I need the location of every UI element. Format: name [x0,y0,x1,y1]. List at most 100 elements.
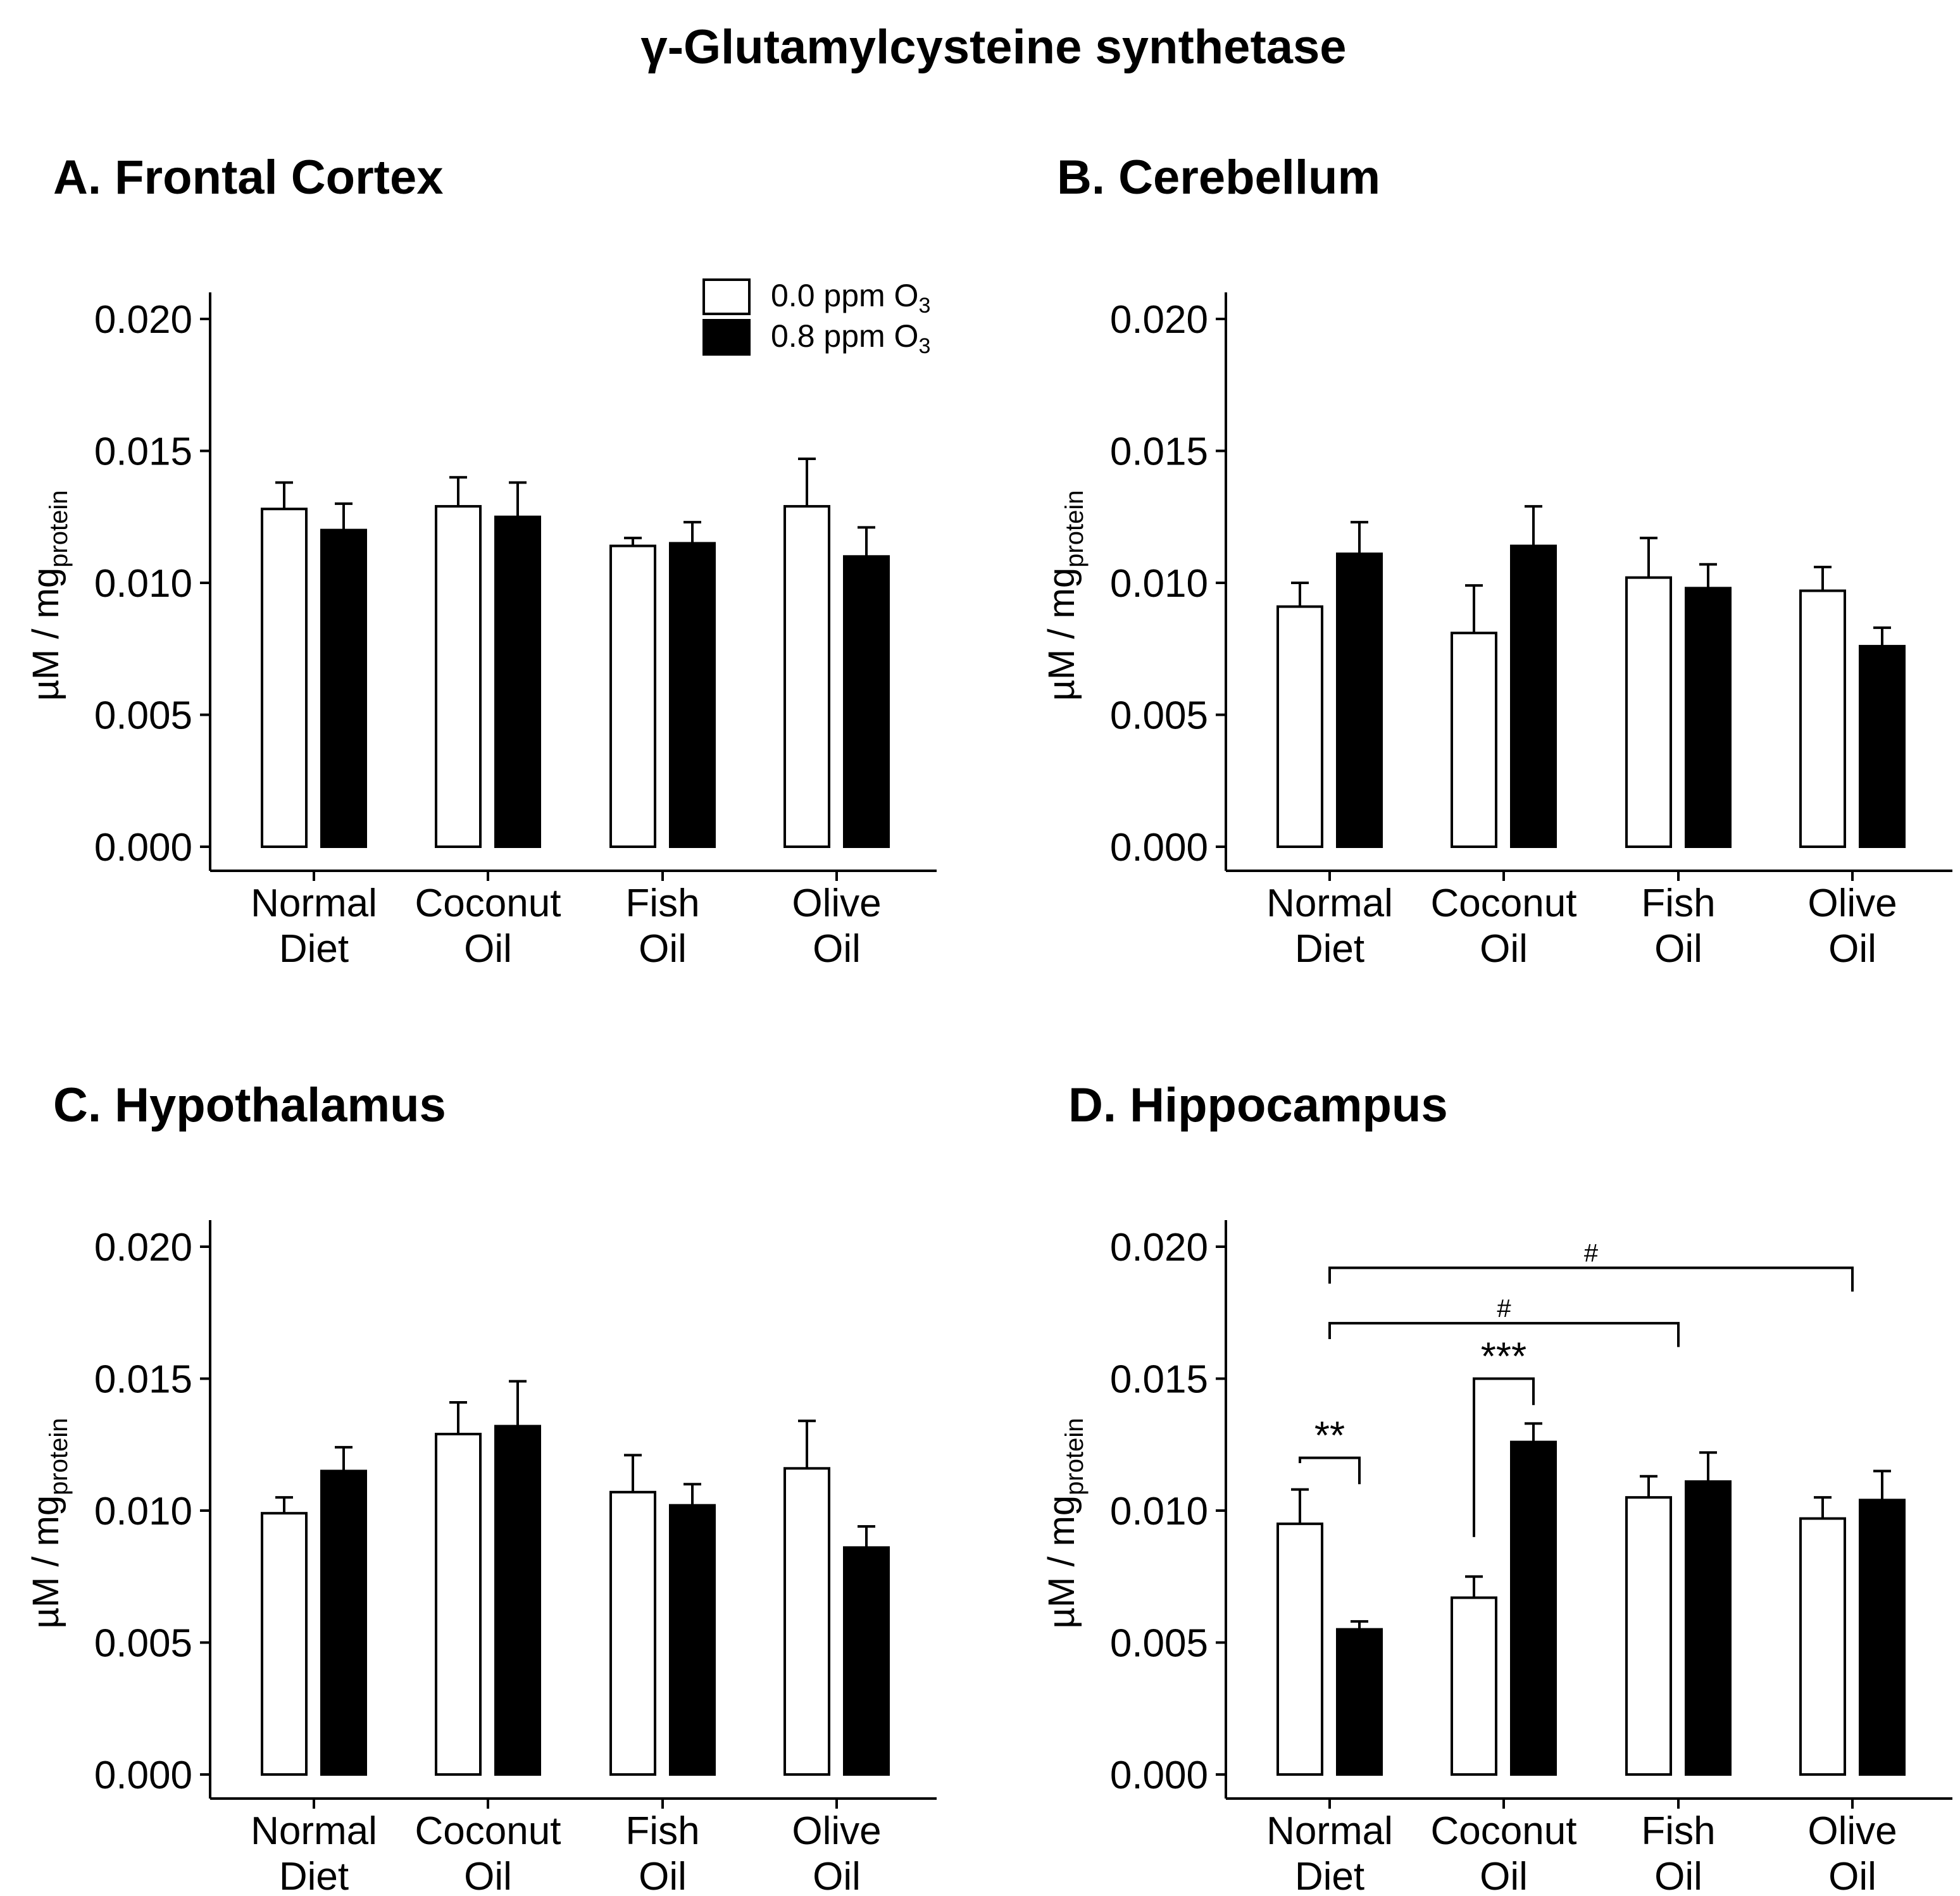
panel-title: D. Hippocampus [1068,1078,1448,1132]
legend-label: 0.0 ppm O3 [771,278,930,318]
x-tick-label-line1: Normal [251,882,377,925]
bar [669,1504,716,1776]
x-tick-label-line2: Oil [1654,1855,1702,1896]
x-tick-label-line1: Olive [792,882,881,925]
bar [261,1512,308,1776]
y-tick-label: 0.005 [1110,1622,1208,1666]
bar [435,1433,482,1776]
bar [1799,1517,1846,1776]
y-tick-label: 0.020 [94,298,192,342]
y-tick-label: 0.010 [1110,562,1208,606]
bar [1451,632,1497,848]
bar [669,542,716,848]
legend-swatch [702,319,751,356]
bar [1276,605,1323,849]
y-tick-label: 0.005 [94,694,192,738]
significance-bracket [1328,1266,1854,1292]
bar [1451,1596,1497,1776]
y-tick-label: 0.020 [1110,1226,1208,1269]
bar [320,1469,367,1776]
legend-label-sub: 3 [918,294,930,318]
bar [494,1425,541,1776]
bar [261,508,308,848]
panels: A. Frontal Cortex 0.000 0.005 0.010 0.015 0.0… [25,151,1952,1896]
panel-title: C. Hypothalamus [53,1078,446,1132]
x-tick-label-line1: Normal [251,1809,377,1853]
x-tick-label-line1: Fish [625,1809,699,1853]
x-tick-label-line1: Fish [1641,1809,1715,1853]
y-tick-label: 0.015 [94,1358,192,1402]
bar [1625,1496,1672,1776]
significance-bracket [1299,1456,1361,1485]
bar [320,528,367,848]
chart-panel-1: A. Frontal Cortex 0.000 0.005 0.010 0.015 0.0… [25,151,937,971]
y-axis-label: µM / mgprotein [1041,490,1089,701]
bar [1799,589,1846,848]
x-tick-label-line1: Coconut [415,1809,561,1853]
x-tick-label-line1: Fish [625,882,699,925]
significance-label: # [1497,1295,1511,1323]
x-tick-label-line2: Oil [813,927,861,971]
bar [1685,587,1732,849]
y-axis-label-sub: protein [1061,1418,1089,1495]
x-tick-label-line2: Oil [1480,927,1528,971]
y-axis-label: µM / mgprotein [25,490,73,701]
chart-panel-3: C. Hypothalamus 0.000 0.005 0.010 0.015 0.020… [25,1078,937,1896]
y-tick-label: 0.010 [94,1490,192,1533]
x-tick-label-line2: Oil [639,927,687,971]
x-tick-label-line1: Olive [1807,882,1897,925]
significance-bracket [1473,1377,1535,1537]
x-tick-label-line2: Oil [1828,1855,1876,1896]
y-axis-label-sub: protein [1061,490,1089,568]
x-tick-label-line2: Oil [639,1855,687,1896]
y-tick-label: 0.000 [94,1754,192,1797]
bar [1859,645,1906,849]
x-tick-label-line2: Diet [1295,1855,1364,1896]
y-tick-label: 0.000 [1110,1754,1208,1797]
y-axis-label-sub: protein [45,1418,73,1495]
bar [435,505,482,848]
bar [609,1490,656,1776]
bar [1336,552,1383,848]
x-tick-label-line2: Oil [464,927,512,971]
x-tick-label-line2: Oil [1828,927,1876,971]
bar [1859,1499,1906,1776]
y-axis-label-main: µM / mg [25,568,66,701]
x-tick-label-line2: Diet [1295,927,1364,971]
y-axis-label-main: µM / mg [1041,568,1082,701]
y-axis-label-sub: protein [45,490,73,568]
x-tick-label-line2: Oil [464,1855,512,1896]
legend-label-sub: 3 [918,334,930,358]
y-axis-label: µM / mgprotein [25,1418,73,1629]
y-axis-label-main: µM / mg [25,1495,66,1629]
y-axis-label: µM / mgprotein [1041,1418,1089,1629]
bar [843,555,890,848]
y-tick-label: 0.015 [94,430,192,474]
legend-label-main: 0.0 ppm O [771,278,918,313]
bar [783,505,830,848]
y-tick-label: 0.020 [1110,298,1208,342]
x-tick-label-line1: Coconut [415,882,561,925]
panel-title: A. Frontal Cortex [53,151,444,204]
y-tick-label: 0.010 [94,562,192,606]
bar [783,1467,830,1776]
y-tick-label: 0.010 [1110,1490,1208,1533]
y-tick-label: 0.005 [1110,694,1208,738]
y-tick-label: 0.000 [94,826,192,870]
x-tick-label-line2: Oil [1480,1855,1528,1896]
legend-label-main: 0.8 ppm O [771,318,918,354]
chart-panel-2: B. Cerebellum 0.000 0.005 0.010 0.015 0.020 µM… [1041,151,1952,971]
bar [843,1546,890,1776]
bar [1510,544,1557,848]
bar [1336,1628,1383,1776]
y-tick-label: 0.000 [1110,826,1208,870]
y-tick-label: 0.005 [94,1622,192,1666]
y-tick-label: 0.020 [94,1226,192,1269]
significance-label: *** [1481,1335,1526,1379]
bar [494,515,541,848]
significance-label: ** [1314,1414,1345,1458]
x-tick-label-line1: Olive [1807,1809,1897,1853]
y-tick-label: 0.015 [1110,430,1208,474]
significance-label: # [1584,1239,1599,1267]
